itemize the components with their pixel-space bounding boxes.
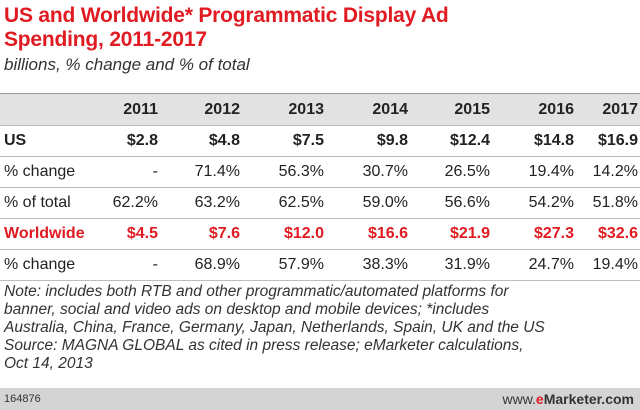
note-line-1: Note: includes both RTB and other progra…	[4, 283, 509, 300]
table-cell: $27.3	[533, 225, 574, 242]
column-header-2011: 2011	[123, 101, 158, 118]
table-cell: $21.9	[449, 225, 490, 242]
table-header-row: 2011 2012 2013 2014 2015 2016 2017	[0, 94, 640, 126]
row-label-worldwide-change: % change	[4, 256, 76, 273]
table-cell: $12.0	[283, 225, 324, 242]
source-line-2: Oct 14, 2013	[4, 355, 93, 372]
table-cell: 31.9%	[444, 256, 490, 273]
table-cell: 56.6%	[444, 194, 490, 211]
table-row-worldwide: Worldwide $4.5 $7.6 $12.0 $16.6 $21.9 $2…	[0, 218, 640, 250]
table-cell: 38.3%	[362, 256, 408, 273]
table-cell: $7.5	[292, 132, 324, 149]
table-cell: 26.5%	[444, 163, 490, 180]
table-cell: $4.5	[126, 225, 158, 242]
row-label-us: US	[4, 132, 27, 149]
table-cell: 59.0%	[362, 194, 408, 211]
column-header-2015: 2015	[454, 101, 490, 118]
table-cell: 19.4%	[592, 256, 638, 273]
table-cell: 68.9%	[194, 256, 240, 273]
emarketer-logo[interactable]: www.eMarketer.com	[502, 388, 634, 410]
table-cell: $14.8	[533, 132, 574, 149]
table-cell: 56.3%	[278, 163, 324, 180]
table-row-us-share: % of total 62.2% 63.2% 62.5% 59.0% 56.6%…	[0, 187, 640, 219]
row-label-us-change: % change	[4, 163, 76, 180]
table-row-us: US $2.8 $4.8 $7.5 $9.8 $12.4 $14.8 $16.9	[0, 125, 640, 157]
table-cell: $12.4	[449, 132, 490, 149]
table-cell: $7.6	[208, 225, 240, 242]
chart-subtitle: billions, % change and % of total	[4, 55, 250, 74]
table-row-us-change: % change - 71.4% 56.3% 30.7% 26.5% 19.4%…	[0, 156, 640, 188]
column-header-2016: 2016	[538, 101, 574, 118]
row-label-us-share: % of total	[4, 194, 71, 211]
table-row-worldwide-change: % change - 68.9% 57.9% 38.3% 31.9% 24.7%…	[0, 249, 640, 281]
table-cell: 30.7%	[362, 163, 408, 180]
table-cell: -	[152, 163, 158, 180]
table-cell: 14.2%	[592, 163, 638, 180]
title-block: US and Worldwide* Programmatic Display A…	[4, 4, 634, 76]
footer-bar: 164876 www.eMarketer.com	[0, 388, 640, 410]
table-cell: 62.2%	[112, 194, 158, 211]
table-cell: 63.2%	[194, 194, 240, 211]
table-cell: 51.8%	[592, 194, 638, 211]
column-header-2017: 2017	[602, 101, 638, 118]
table-cell: $16.6	[367, 225, 408, 242]
chart-title-line-1: US and Worldwide* Programmatic Display A…	[4, 4, 449, 27]
table-cell: 24.7%	[528, 256, 574, 273]
table-cell: $2.8	[126, 132, 158, 149]
logo-prefix: www.	[502, 391, 536, 407]
table-cell: $32.6	[597, 225, 638, 242]
data-table: 2011 2012 2013 2014 2015 2016 2017 US $2…	[0, 93, 640, 281]
table-cell: 19.4%	[528, 163, 574, 180]
note-line-2: banner, social and video ads on desktop …	[4, 301, 490, 318]
table-cell: 54.2%	[528, 194, 574, 211]
note-line-3: Australia, China, France, Germany, Japan…	[4, 319, 545, 336]
table-cell: $4.8	[208, 132, 240, 149]
table-cell: $9.8	[376, 132, 408, 149]
table-cell: -	[152, 256, 158, 273]
column-header-2012: 2012	[204, 101, 240, 118]
chart-title-line-2: Spending, 2011-2017	[4, 28, 207, 51]
logo-rest: Marketer.com	[543, 391, 634, 407]
column-header-2013: 2013	[288, 101, 324, 118]
source-line-1: Source: MAGNA GLOBAL as cited in press r…	[4, 337, 524, 354]
table-cell: 71.4%	[194, 163, 240, 180]
column-header-2014: 2014	[372, 101, 408, 118]
table-cell: 62.5%	[278, 194, 324, 211]
chart-id: 164876	[4, 393, 41, 405]
notes-block: Note: includes both RTB and other progra…	[4, 283, 636, 373]
table-cell: $16.9	[597, 132, 638, 149]
table-cell: 57.9%	[278, 256, 324, 273]
row-label-worldwide: Worldwide	[4, 225, 85, 242]
logo-e: e	[535, 391, 544, 407]
